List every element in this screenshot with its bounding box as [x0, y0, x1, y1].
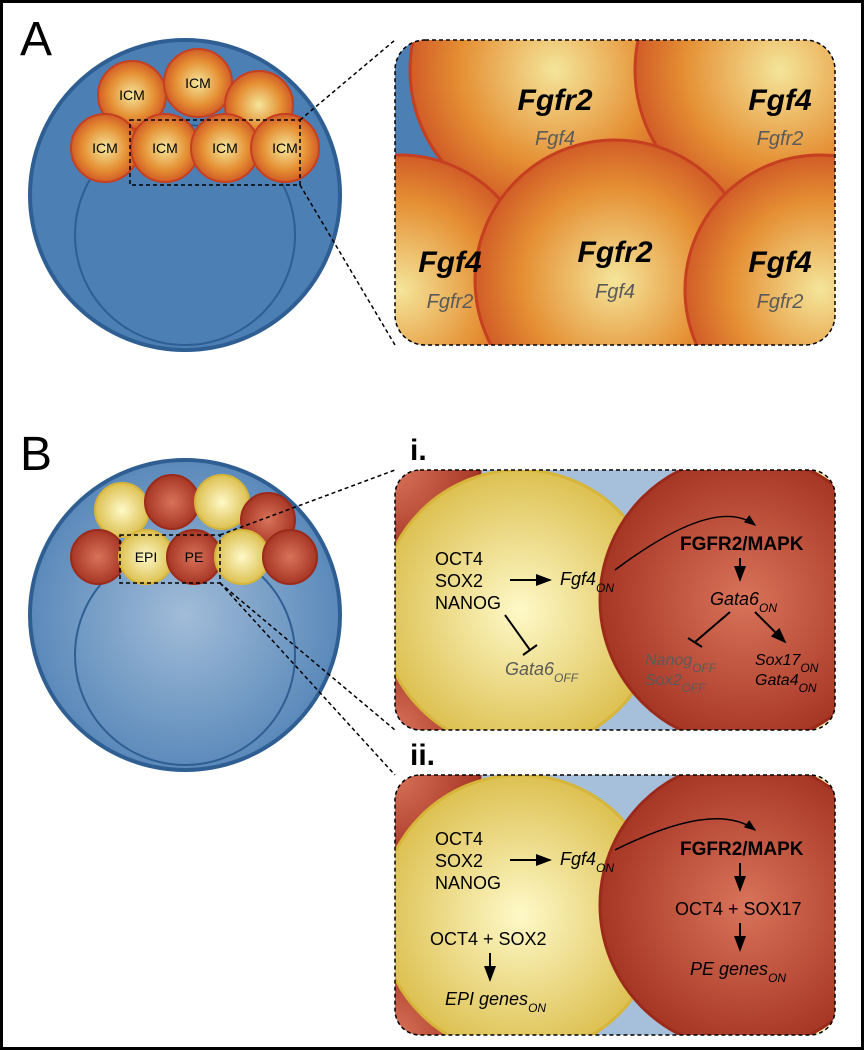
svg-text:PE: PE — [185, 549, 204, 565]
pe-cell — [263, 530, 317, 584]
figure-svg: A ICM ICM ICM ICM ICM ICM Fgfr2 Fgf4 Fgf4 Fgfr2 Fgf… — [0, 0, 864, 1050]
svg-text:SOX2: SOX2 — [435, 571, 483, 591]
svg-text:OCT4: OCT4 — [435, 829, 483, 849]
svg-text:OCT4 + SOX17: OCT4 + SOX17 — [675, 899, 802, 919]
svg-text:Fgf4: Fgf4 — [418, 246, 482, 279]
pe-cell — [71, 530, 125, 584]
svg-text:Fgfr2: Fgfr2 — [757, 128, 804, 150]
svg-text:i.: i. — [410, 434, 427, 467]
svg-text:Fgfr2: Fgfr2 — [427, 291, 474, 313]
svg-text:Fgfr2: Fgfr2 — [518, 84, 593, 117]
svg-text:Fgfr2: Fgfr2 — [757, 291, 804, 313]
svg-text:B: B — [20, 428, 52, 481]
svg-text:Fgf4: Fgf4 — [748, 84, 812, 117]
svg-text:ICM: ICM — [185, 75, 211, 91]
svg-text:Fgfr2: Fgfr2 — [578, 236, 653, 269]
svg-text:FGFR2/MAPK: FGFR2/MAPK — [680, 839, 804, 860]
svg-text:NANOG: NANOG — [435, 593, 501, 613]
pe-cell — [145, 475, 199, 529]
svg-text:EPI: EPI — [135, 549, 158, 565]
svg-text:A: A — [20, 13, 52, 66]
figure-frame: A ICM ICM ICM ICM ICM ICM Fgfr2 Fgf4 Fgf4 Fgfr2 Fgf… — [0, 0, 864, 1050]
svg-text:OCT4: OCT4 — [435, 549, 483, 569]
svg-text:NANOG: NANOG — [435, 873, 501, 893]
svg-text:SOX2: SOX2 — [435, 851, 483, 871]
svg-text:ICM: ICM — [212, 140, 238, 156]
svg-text:Fgf4: Fgf4 — [595, 281, 635, 303]
svg-text:ii.: ii. — [410, 739, 435, 772]
svg-text:ICM: ICM — [152, 140, 178, 156]
svg-text:FGFR2/MAPK: FGFR2/MAPK — [680, 534, 804, 555]
epi-cell — [95, 483, 149, 537]
svg-text:ICM: ICM — [119, 87, 145, 103]
svg-text:ICM: ICM — [272, 140, 298, 156]
svg-text:OCT4 + SOX2: OCT4 + SOX2 — [430, 929, 547, 949]
svg-text:Fgf4: Fgf4 — [535, 128, 575, 150]
svg-text:Fgf4: Fgf4 — [748, 246, 812, 279]
svg-text:ICM: ICM — [92, 140, 118, 156]
epi-cell — [215, 530, 269, 584]
